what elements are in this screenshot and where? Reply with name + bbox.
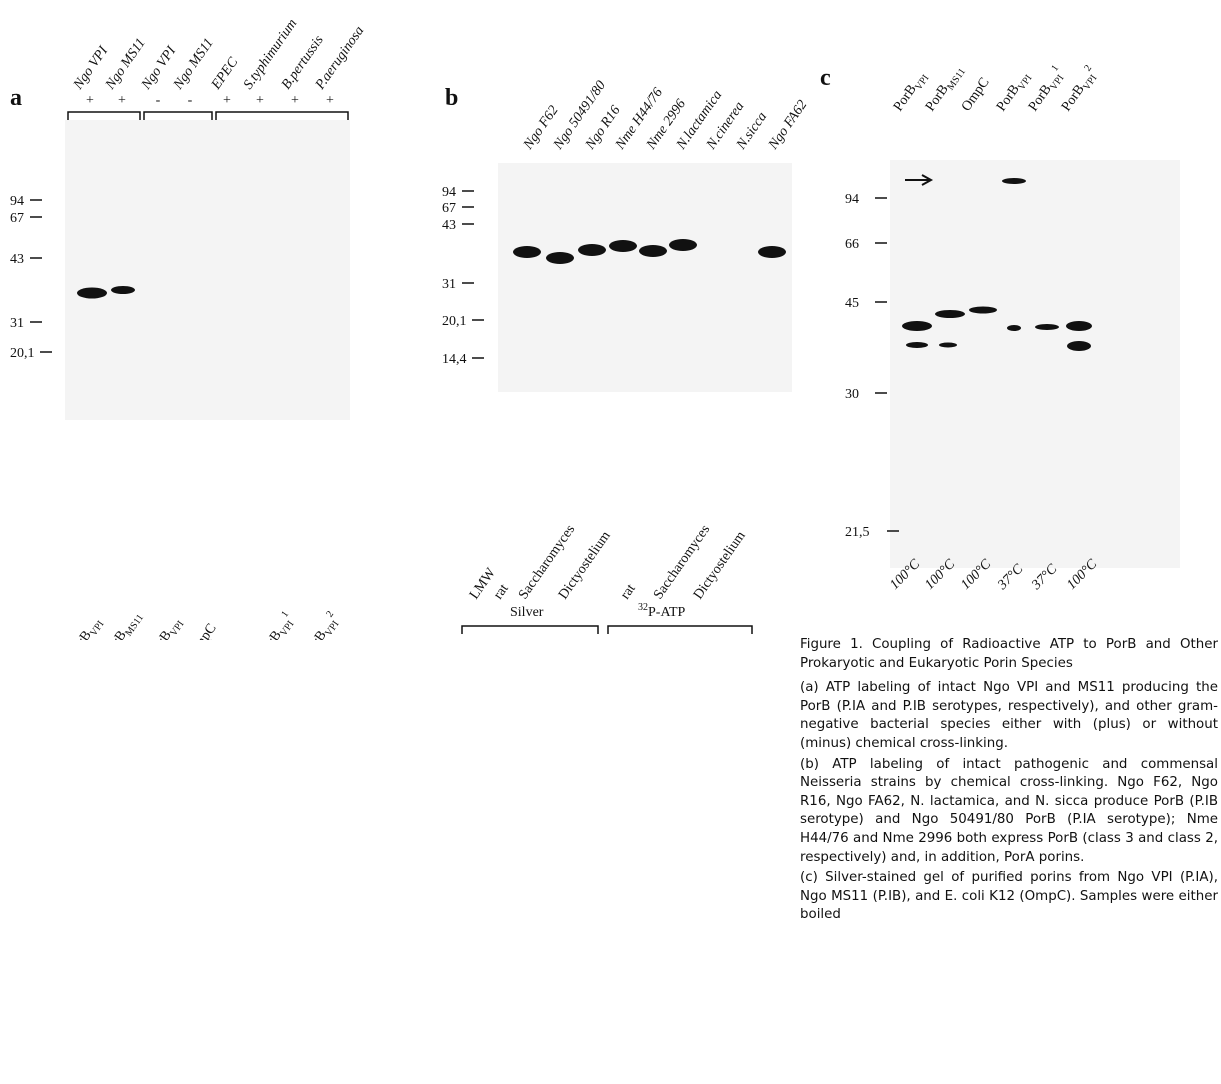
page: aNgo VPINgo MS11Ngo VPINgo MS11EPECS.typ… (0, 0, 1221, 1084)
crosslink-sign: + (256, 93, 264, 108)
caption: Figure 1. Coupling of Radioactive ATP to… (800, 636, 1218, 1084)
band (935, 310, 965, 318)
band (1002, 178, 1026, 184)
mw-marker: 43 (10, 252, 24, 267)
lane-label: PorBMS11 (101, 608, 146, 640)
band (758, 246, 786, 258)
lane-sup: 1 (1049, 63, 1061, 73)
caption-title: Figure 1. Coupling of Radioactive ATP to… (800, 636, 1218, 673)
band (1066, 321, 1092, 331)
bracket (144, 112, 212, 120)
mw-marker: 67 (10, 211, 24, 226)
group-main: P-ATP (648, 605, 686, 620)
gel (890, 160, 1180, 568)
crosslink-sign: + (291, 93, 299, 108)
crosslink-sign: - (156, 93, 161, 108)
mw-marker: 67 (442, 201, 456, 216)
mw-marker: 20,1 (10, 346, 35, 361)
lane-sub: MS11 (123, 612, 146, 638)
crosslink-sign: - (188, 93, 193, 108)
band (111, 286, 135, 294)
group-main: Silver (510, 605, 544, 620)
band (639, 245, 667, 257)
band (939, 343, 957, 348)
lane-label: PorBVPI2 (299, 609, 345, 640)
band (1035, 324, 1059, 330)
lane-label: OmpC (959, 75, 993, 114)
band (906, 342, 928, 348)
lane-sup: 2 (324, 609, 336, 619)
band (1007, 325, 1021, 331)
lane-label: EPEC (208, 54, 241, 93)
bracket (608, 626, 752, 634)
crosslink-sign: + (118, 93, 126, 108)
lane-sub: MS11 (945, 66, 968, 92)
group-sup: 32 (638, 602, 648, 613)
mw-marker: 94 (10, 194, 24, 209)
mw-marker: 20,1 (442, 314, 467, 329)
band (609, 240, 637, 252)
bracket (68, 112, 140, 120)
lane-main: OmpC (959, 75, 993, 114)
crosslink-sign: + (86, 93, 94, 108)
gel (498, 163, 792, 392)
crosslink-sign: + (223, 93, 231, 108)
mw-marker: 66 (845, 237, 859, 252)
mw-marker: 94 (845, 192, 859, 207)
band (77, 288, 107, 299)
band (669, 239, 697, 251)
mw-marker: 30 (845, 387, 859, 402)
lane-label: PorBVPI2 (1057, 63, 1103, 116)
group-label: 32P-ATP (638, 602, 686, 620)
lane-label: PorBVPI (994, 69, 1035, 116)
gel (65, 120, 350, 420)
lane-label: Ngo FA62 (765, 98, 810, 153)
caption-paragraph: (b) ATP labeling of intact pathogenic an… (800, 756, 1218, 868)
mw-marker: 94 (442, 185, 456, 200)
lane-label: PorBVPI1 (254, 609, 300, 640)
lane-label: OmpC (186, 621, 220, 640)
mw-marker: 45 (845, 296, 859, 311)
band (578, 244, 606, 256)
lane-label: rat (618, 582, 639, 603)
lane-label: PorBVPI (146, 615, 187, 640)
band (902, 321, 932, 331)
group-label: Silver (510, 605, 544, 620)
lane-sup: 1 (279, 609, 291, 619)
panel-label: b (445, 85, 458, 111)
mw-marker: 31 (10, 316, 24, 331)
caption-paragraph: (a) ATP labeling of intact Ngo VPI and M… (800, 679, 1218, 753)
mw-marker: 21,5 (845, 525, 870, 540)
panel-label: c (820, 65, 831, 91)
panel-label: a (10, 85, 22, 111)
band (969, 307, 997, 314)
lane-main: OmpC (186, 621, 220, 640)
mw-marker: 31 (442, 277, 456, 292)
lane-label: PorBVPI (66, 615, 107, 640)
lane-label: P.aeruginosa (312, 24, 367, 93)
bracket (462, 626, 598, 634)
caption-paragraph: (c) Silver-stained gel of purified porin… (800, 869, 1218, 925)
band (513, 246, 541, 258)
bracket (216, 112, 348, 120)
band (546, 252, 574, 264)
crosslink-sign: + (326, 93, 334, 108)
band (1067, 341, 1091, 351)
lane-sup: 2 (1082, 63, 1094, 73)
mw-marker: 43 (442, 218, 456, 233)
mw-marker: 14,4 (442, 352, 467, 367)
lane-label: rat (491, 582, 512, 603)
lane-label: PorBVPI (891, 69, 932, 116)
